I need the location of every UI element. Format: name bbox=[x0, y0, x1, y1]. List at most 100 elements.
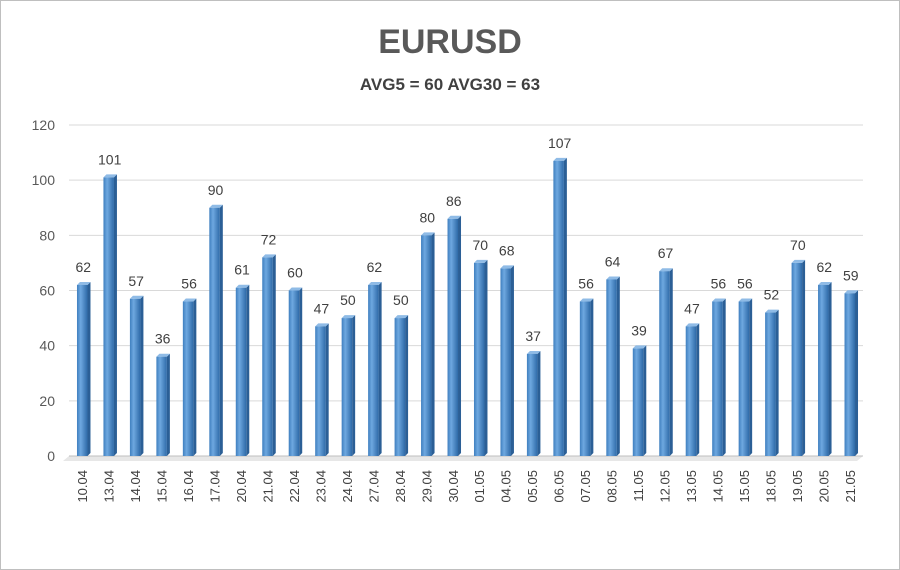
data-label: 70 bbox=[790, 237, 806, 253]
bar bbox=[712, 301, 723, 456]
bar bbox=[818, 284, 829, 456]
bar bbox=[368, 284, 379, 456]
bar-top bbox=[315, 323, 329, 327]
bar bbox=[209, 207, 220, 456]
bar-top bbox=[712, 298, 726, 302]
bar-top bbox=[818, 281, 832, 285]
bar-side bbox=[113, 174, 117, 457]
bar-top bbox=[129, 295, 144, 299]
bar-top bbox=[765, 309, 779, 313]
chart-floor bbox=[63, 456, 863, 461]
bar-side bbox=[802, 259, 806, 456]
bar-top bbox=[103, 174, 117, 178]
x-tick-label: 21.05 bbox=[843, 470, 858, 503]
x-tick-label: 04.05 bbox=[499, 470, 514, 503]
bar-top bbox=[209, 204, 223, 208]
bar-side bbox=[193, 298, 197, 456]
bar bbox=[182, 301, 194, 456]
bar-side bbox=[431, 232, 435, 456]
x-tick-label: 15.05 bbox=[737, 470, 752, 503]
x-tick-label: 11.05 bbox=[631, 470, 646, 502]
bar bbox=[844, 293, 856, 456]
bar-side bbox=[272, 254, 276, 456]
bar-side bbox=[722, 298, 726, 456]
data-label: 62 bbox=[367, 259, 383, 275]
bar bbox=[473, 262, 485, 456]
bar bbox=[765, 312, 776, 456]
data-label: 70 bbox=[472, 237, 488, 253]
data-label: 39 bbox=[631, 322, 647, 338]
data-label: 50 bbox=[340, 292, 356, 308]
bar bbox=[606, 279, 617, 456]
data-label: 47 bbox=[314, 300, 330, 316]
data-label: 62 bbox=[75, 259, 91, 275]
bar-top bbox=[553, 157, 567, 161]
bar-side bbox=[484, 259, 488, 456]
bar-side bbox=[405, 315, 409, 456]
x-tick-label: 16.04 bbox=[181, 470, 196, 503]
x-tick-label: 24.04 bbox=[340, 470, 355, 503]
bar-top bbox=[473, 259, 488, 263]
bar-side bbox=[510, 265, 514, 456]
bar-top bbox=[235, 284, 250, 288]
x-tick-label: 30.04 bbox=[446, 470, 461, 503]
bar bbox=[129, 298, 141, 456]
bar-side bbox=[643, 345, 647, 456]
bar bbox=[791, 262, 803, 456]
data-label: 47 bbox=[684, 300, 700, 316]
bar-side bbox=[166, 353, 170, 456]
bar-top bbox=[685, 323, 700, 327]
chart-title: EURUSD bbox=[378, 23, 522, 61]
bar-top bbox=[632, 345, 647, 349]
bar bbox=[553, 160, 564, 456]
data-label: 56 bbox=[181, 276, 197, 292]
bar-side bbox=[563, 157, 567, 456]
bar-side bbox=[378, 281, 382, 456]
bar-side bbox=[775, 309, 779, 456]
bar-side bbox=[87, 281, 91, 456]
x-tick-label: 17.04 bbox=[208, 470, 223, 503]
bar-top bbox=[844, 290, 859, 294]
data-label: 101 bbox=[98, 151, 122, 167]
x-tick-label: 14.05 bbox=[710, 470, 725, 503]
bar bbox=[394, 318, 406, 456]
bar-side bbox=[458, 215, 462, 456]
data-label: 56 bbox=[711, 276, 727, 292]
data-label: 72 bbox=[261, 231, 277, 247]
data-label: 56 bbox=[737, 276, 753, 292]
data-label: 36 bbox=[155, 331, 171, 347]
bar-side bbox=[219, 204, 223, 456]
data-label: 86 bbox=[446, 193, 462, 209]
bar bbox=[156, 356, 167, 456]
data-label: 67 bbox=[658, 245, 674, 261]
x-tick-label: 15.04 bbox=[155, 470, 170, 503]
x-tick-label: 20.04 bbox=[234, 470, 249, 503]
bar-top bbox=[76, 281, 91, 285]
bar-side bbox=[537, 350, 541, 456]
bar bbox=[738, 301, 750, 456]
bar-top bbox=[738, 298, 753, 302]
data-label: 37 bbox=[525, 328, 541, 344]
x-tick-label: 21.04 bbox=[261, 470, 276, 503]
bar-top bbox=[288, 287, 303, 291]
x-tick-label: 14.04 bbox=[128, 470, 143, 503]
bar-top bbox=[156, 353, 170, 357]
bar bbox=[579, 301, 591, 456]
data-label: 59 bbox=[843, 267, 859, 283]
x-tick-label: 05.05 bbox=[525, 470, 540, 503]
bar bbox=[235, 287, 247, 456]
x-tick-label: 08.05 bbox=[605, 470, 620, 503]
x-tick-label: 10.04 bbox=[75, 470, 90, 503]
data-label: 90 bbox=[208, 182, 224, 198]
data-label: 52 bbox=[764, 287, 780, 303]
bar bbox=[685, 326, 697, 456]
y-tick-label: 80 bbox=[39, 227, 55, 243]
y-tick-label: 0 bbox=[47, 448, 55, 464]
bar bbox=[447, 218, 459, 456]
x-tick-label: 28.04 bbox=[393, 470, 408, 503]
x-tick-label: 13.05 bbox=[684, 470, 699, 503]
x-tick-label: 19.05 bbox=[790, 470, 805, 503]
bar-top bbox=[182, 298, 197, 302]
bar-side bbox=[669, 268, 673, 456]
